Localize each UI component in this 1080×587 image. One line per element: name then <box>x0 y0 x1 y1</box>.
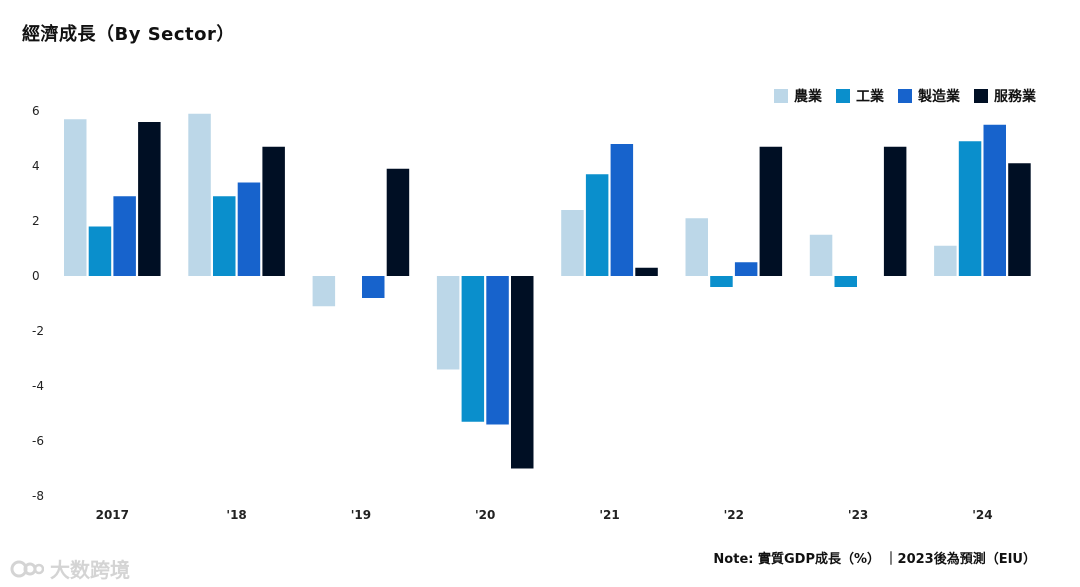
bar <box>561 210 584 276</box>
bar <box>312 276 336 307</box>
bar <box>64 119 87 276</box>
bar <box>138 122 161 276</box>
bar <box>511 276 534 469</box>
legend: 農業 工業 製造業 服務業 <box>774 86 1036 106</box>
legend-item-services: 服務業 <box>974 86 1036 106</box>
bar <box>934 245 957 276</box>
bar <box>88 226 112 276</box>
legend-swatch-services <box>974 89 988 103</box>
bar <box>386 168 410 276</box>
legend-label-services: 服務業 <box>994 89 1036 105</box>
bar <box>585 174 609 276</box>
bar <box>834 276 857 287</box>
x-tick-label: '22 <box>724 508 744 522</box>
x-tick-label: '18 <box>226 508 246 522</box>
y-tick-label: -2 <box>32 324 44 338</box>
x-tick-label: '19 <box>351 508 371 522</box>
y-tick-label: 0 <box>32 269 40 283</box>
legend-swatch-manufacturing <box>898 89 912 103</box>
watermark-text: 大数跨境 <box>50 558 130 582</box>
x-tick-label: '24 <box>972 508 992 522</box>
bar <box>958 141 982 276</box>
bar <box>1008 163 1031 276</box>
legend-swatch-industry <box>836 89 850 103</box>
legend-item-manufacturing: 製造業 <box>898 86 960 106</box>
bar <box>486 276 509 425</box>
y-tick-label: -8 <box>32 489 44 503</box>
bar <box>436 276 460 370</box>
bar <box>883 146 907 276</box>
bar <box>809 234 833 276</box>
bar <box>237 182 261 276</box>
chart-title: 經濟成長（By Sector） <box>22 24 235 45</box>
footnote: Note: 實質GDP成長（%） ｜2023後為預測（EIU） <box>713 552 1036 567</box>
bar <box>188 113 211 276</box>
y-tick-label: 4 <box>32 159 40 173</box>
y-tick-label: 2 <box>32 214 40 228</box>
legend-swatch-agriculture <box>774 89 788 103</box>
bar <box>461 276 485 422</box>
bar <box>983 124 1006 276</box>
legend-label-industry: 工業 <box>856 89 884 105</box>
x-tick-label: '21 <box>599 508 619 522</box>
bar <box>759 146 783 276</box>
x-tick-label: '20 <box>475 508 495 522</box>
bar <box>213 196 236 276</box>
y-tick-label: -4 <box>32 379 44 393</box>
bar <box>734 262 758 276</box>
legend-label-agriculture: 農業 <box>794 89 822 105</box>
bar <box>710 276 733 287</box>
y-tick-label: -6 <box>32 434 44 448</box>
x-tick-label: 2017 <box>96 508 129 522</box>
watermark: 大数跨境 <box>10 554 130 583</box>
y-tick-label: 6 <box>32 104 40 118</box>
legend-item-agriculture: 農業 <box>774 86 822 106</box>
legend-label-manufacturing: 製造業 <box>918 89 960 105</box>
bar <box>685 218 708 276</box>
bar <box>362 276 385 298</box>
watermark-logo-icon <box>10 560 44 577</box>
bar <box>262 146 285 276</box>
bar <box>610 144 634 276</box>
x-tick-label: '23 <box>848 508 868 522</box>
legend-item-industry: 工業 <box>836 86 884 106</box>
bar <box>635 267 658 276</box>
bar <box>113 196 136 276</box>
